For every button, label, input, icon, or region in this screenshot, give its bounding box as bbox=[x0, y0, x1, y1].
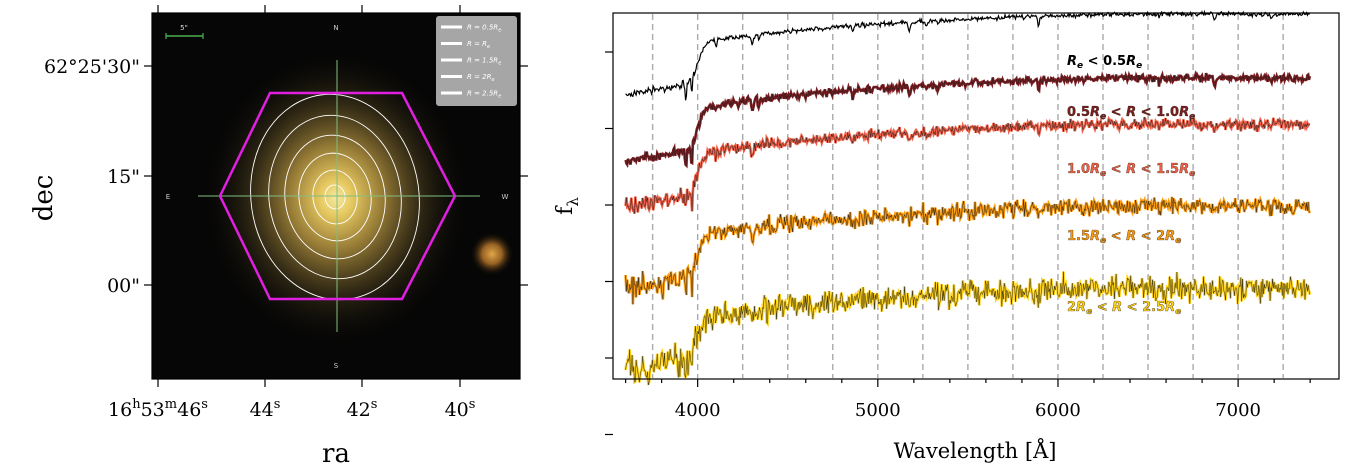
reference-lines bbox=[651, 14, 1284, 378]
flux-ticks bbox=[605, 51, 613, 436]
x-tick-label: 6000 bbox=[1035, 400, 1081, 421]
x-axis-label: ra bbox=[322, 439, 350, 468]
image-panel: 5" N S E W R = 0.5Re R = Re R = 1.5Re R = 2… bbox=[29, 5, 528, 468]
dec-tick-label: 15" bbox=[107, 166, 140, 188]
dec-tick-labels: 62°25'30" 15" 00" bbox=[44, 56, 140, 297]
wavelength-ticks: 4000 5000 6000 7000 bbox=[625, 379, 1311, 421]
ra-tick-label: 42s bbox=[347, 397, 378, 421]
compass-north: N bbox=[333, 24, 338, 32]
spectrum-line-outline bbox=[625, 196, 1311, 305]
isophote-contour bbox=[298, 152, 372, 242]
x-tick-label: 7000 bbox=[1215, 400, 1261, 421]
legend: R = 0.5Re R = Re R = 1.5Re R = 2Re R = 2.5Re bbox=[436, 16, 517, 106]
ra-tick-label: 16h53m46s bbox=[108, 397, 208, 421]
legend-entry: R = 2Re bbox=[467, 73, 495, 83]
isophote-contour bbox=[268, 114, 402, 280]
spectrum-line-outline bbox=[625, 117, 1310, 214]
spectra-series bbox=[624, 9, 1312, 386]
spectra-panel: Re < 0.5Re 0.5Re < R < 1.0Re 1.0Re < R < 1… bbox=[553, 9, 1340, 463]
dec-tick-label: 00" bbox=[107, 275, 140, 297]
compass-south: S bbox=[334, 362, 339, 370]
ra-tick-label: 44s bbox=[250, 397, 281, 421]
plot-frame bbox=[612, 12, 1340, 380]
series-label: 2Re < R < 2.5Re bbox=[1067, 300, 1181, 317]
scale-bar-label: 5" bbox=[180, 24, 188, 32]
x-axis-label-wavelength: Wavelength [Å] bbox=[894, 438, 1057, 463]
compass-east: E bbox=[166, 193, 170, 201]
series-label: Re < 0.5Re bbox=[1067, 54, 1142, 71]
ifu-hexagon bbox=[218, 91, 457, 301]
legend-entry: R = 1.5Re bbox=[467, 57, 501, 67]
image-ticks bbox=[144, 5, 528, 387]
galaxy-glow bbox=[201, 48, 471, 348]
legend-entry: R = Re bbox=[467, 40, 490, 50]
x-tick-label: 4000 bbox=[675, 400, 721, 421]
dec-tick-label: 62°25'30" bbox=[44, 56, 140, 78]
image-frame bbox=[151, 12, 521, 380]
legend-entry: R = 2.5Re bbox=[467, 90, 501, 100]
spectrum-line-outline bbox=[625, 73, 1311, 167]
compass-west: W bbox=[502, 193, 509, 201]
isophote-contour bbox=[312, 169, 358, 225]
x-tick-label: 5000 bbox=[855, 400, 901, 421]
spectrum-line-outline bbox=[625, 271, 1311, 386]
y-axis-label-flux: fλ bbox=[553, 197, 582, 215]
neighbor-source bbox=[470, 232, 514, 276]
series-label: 1.0Re < R < 1.5Re bbox=[1067, 162, 1195, 179]
ra-tick-labels: 16h53m46s 44s 42s 40s bbox=[108, 397, 475, 421]
legend-entry: R = 0.5Re bbox=[467, 24, 501, 34]
spectra-labels: Re < 0.5Re 0.5Re < R < 1.0Re 1.0Re < R < 1… bbox=[1067, 54, 1196, 317]
series-label: 0.5Re < R < 1.0Re bbox=[1067, 105, 1195, 122]
legend-box bbox=[436, 16, 517, 106]
series-label: 1.5Re < R < 2Re bbox=[1067, 229, 1181, 246]
isophote-contour bbox=[284, 134, 386, 260]
ra-tick-label: 40s bbox=[445, 397, 476, 421]
spectrum-line bbox=[625, 9, 1311, 101]
y-axis-label: dec bbox=[29, 175, 59, 222]
